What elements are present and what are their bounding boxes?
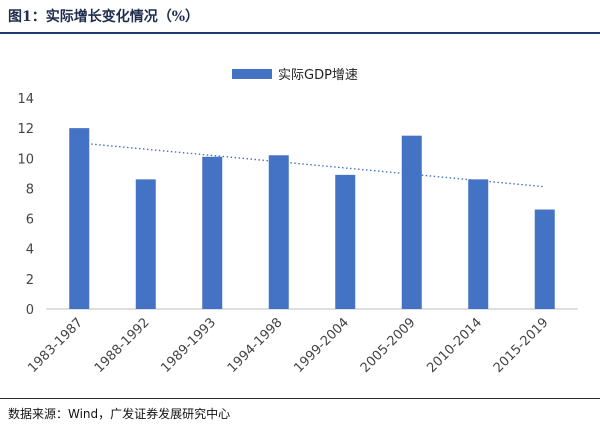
legend: 实际GDP增速 [232, 68, 358, 83]
figure-title: 图1：实际增长变化情况（%） [8, 9, 200, 25]
x-tick-label: 2010-2014 [424, 315, 485, 376]
bar-1988-1992 [135, 179, 156, 309]
x-tick-label: 1989-1993 [158, 315, 219, 376]
bar-1989-1993 [202, 156, 223, 309]
title-underline [0, 32, 600, 34]
y-tick-label: 10 [17, 152, 34, 167]
source-note: 数据来源：Wind，广发证券发展研究中心 [8, 407, 231, 421]
footer-rule [0, 398, 600, 399]
y-tick-label: 8 [26, 182, 34, 197]
y-tick-label: 6 [26, 213, 34, 228]
x-tick-label: 2005-2009 [358, 315, 419, 376]
y-axis: 0 2 4 6 8 10 12 14 [17, 92, 34, 318]
bars [69, 128, 555, 309]
legend-label: 实际GDP增速 [278, 68, 358, 83]
y-tick-label: 4 [26, 243, 34, 258]
legend-swatch [232, 69, 272, 79]
bar-2010-2014 [468, 179, 489, 309]
bar-1999-2004 [335, 174, 356, 309]
x-tick-label: 1994-1998 [225, 315, 286, 376]
x-axis-labels: 1983-1987 1988-1992 1989-1993 1994-1998 1999… [25, 315, 551, 376]
x-tick-label: 2015-2019 [491, 315, 552, 376]
bar-1983-1987 [69, 128, 90, 309]
bar-1994-1998 [268, 155, 289, 309]
x-tick-label: 1999-2004 [291, 315, 352, 376]
y-tick-label: 0 [26, 303, 34, 318]
x-tick-label: 1983-1987 [25, 315, 86, 376]
x-tick-label: 1988-1992 [92, 315, 153, 376]
y-tick-label: 12 [17, 122, 34, 137]
y-tick-label: 14 [17, 92, 34, 107]
y-tick-label: 2 [26, 273, 34, 288]
bar-2015-2019 [534, 209, 555, 309]
bar-2005-2009 [401, 135, 422, 309]
